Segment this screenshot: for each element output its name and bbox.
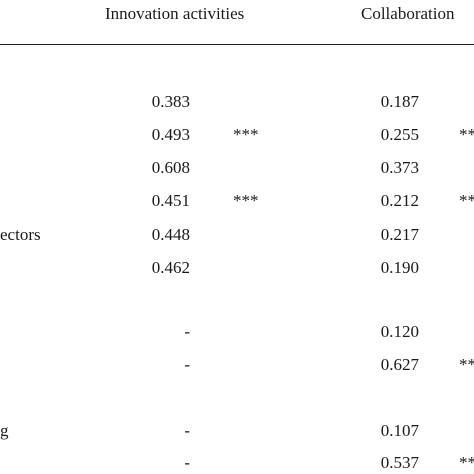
innovation-value: 0.451 — [151, 191, 190, 210]
collaboration-value: 0.107 — [380, 421, 419, 440]
innovation-value: 0.493 — [151, 125, 190, 144]
row-label: g — [0, 421, 9, 440]
collaboration-value: 0.373 — [380, 158, 419, 177]
collaboration-value: 0.187 — [380, 92, 419, 111]
collaboration-significance: ** — [459, 191, 474, 210]
row-label: ectors — [0, 225, 41, 244]
innovation-significance: *** — [233, 125, 259, 144]
collaboration-value: 0.212 — [380, 191, 419, 210]
collaboration-significance: ** — [459, 453, 474, 472]
collaboration-significance: ** — [459, 355, 474, 374]
header-rule — [0, 44, 474, 45]
collaboration-value: 0.627 — [380, 355, 419, 374]
innovation-value: 0.448 — [151, 225, 190, 244]
collaboration-value: 0.537 — [380, 453, 419, 472]
header-collaboration: Collaboration — [361, 4, 455, 23]
innovation-significance: *** — [233, 191, 259, 210]
innovation-value: 0.462 — [151, 258, 190, 277]
innovation-value: - — [184, 453, 190, 472]
header-innovation-activities: Innovation activities — [105, 4, 245, 23]
innovation-value: - — [184, 322, 190, 341]
innovation-value: - — [184, 355, 190, 374]
collaboration-value: 0.120 — [380, 322, 419, 341]
collaboration-value: 0.255 — [380, 125, 419, 144]
innovation-value: - — [184, 421, 190, 440]
innovation-value: 0.608 — [151, 158, 190, 177]
innovation-value: 0.383 — [151, 92, 190, 111]
collaboration-significance: ** — [459, 125, 474, 144]
collaboration-value: 0.190 — [380, 258, 419, 277]
collaboration-value: 0.217 — [380, 225, 419, 244]
